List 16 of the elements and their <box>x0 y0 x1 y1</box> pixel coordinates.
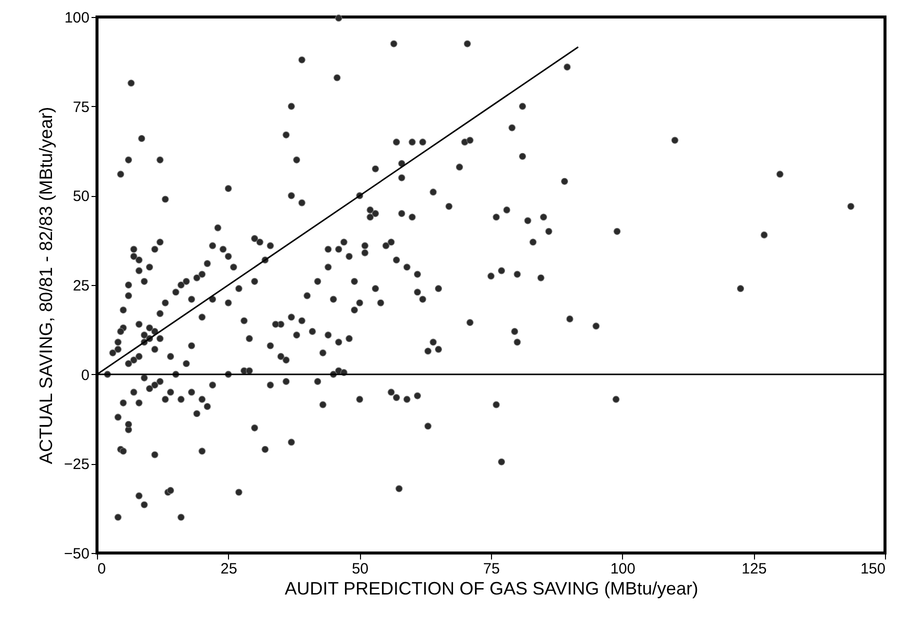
y-tick-label: 100 <box>64 10 90 26</box>
x-tick-label: 100 <box>610 560 636 578</box>
x-tick-label: 75 <box>483 560 500 578</box>
y-tick-label: 50 <box>72 188 90 206</box>
y-tick-label: 0 <box>81 366 90 384</box>
y-tick-label: −50 <box>64 546 90 562</box>
x-axis-title: AUDIT PREDICTION OF GAS SAVING (MBtu/year) <box>284 578 698 598</box>
y-tick-label: 75 <box>72 98 90 116</box>
y-axis-title: ACTUAL SAVING, 80/81 - 82/83 (MBtu/year) <box>36 106 56 464</box>
y-tick-label: 25 <box>72 278 90 294</box>
x-tick-label: 25 <box>220 560 238 578</box>
x-tick-label: 0 <box>98 560 106 578</box>
x-tick-label: 125 <box>742 560 767 578</box>
x-tick-label: 50 <box>352 560 369 578</box>
y-tick-label: −25 <box>64 456 90 474</box>
x-tick-label: 150 <box>860 560 886 578</box>
